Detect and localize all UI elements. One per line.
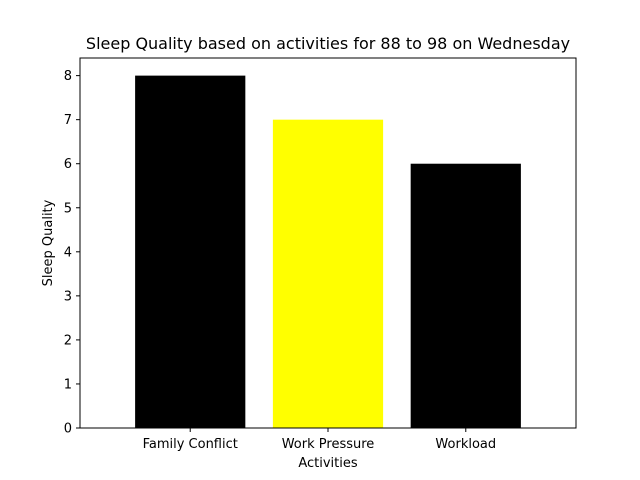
y-tick-label: 8 [64,69,72,84]
bar-workload [410,163,521,428]
x-tick-label: Family Conflict [143,437,238,452]
y-tick-label: 2 [64,333,72,348]
bars-group [135,75,521,429]
plot-frame [79,57,577,429]
x-tick-label: Work Pressure [282,437,375,452]
y-tick-label: 0 [64,422,72,437]
y-tick-label: 6 [64,157,72,172]
x-axis-label: Activities [298,456,358,471]
x-axis: Family Conflict Work Pressure Workload [143,428,496,452]
y-axis-label: Sleep Quality [41,199,56,286]
bar-work-pressure [272,119,384,429]
y-tick-label: 4 [64,245,72,260]
y-tick-label: 3 [64,289,72,304]
y-axis: 0 1 2 3 4 5 6 7 8 [64,69,80,437]
y-tick-label: 7 [64,113,72,128]
bar-family-conflict [135,75,246,428]
y-tick-label: 5 [64,201,72,216]
x-tick-label: Workload [435,437,496,452]
chart-title: Sleep Quality based on activities for 88… [86,34,570,53]
y-tick-label: 1 [64,377,72,392]
